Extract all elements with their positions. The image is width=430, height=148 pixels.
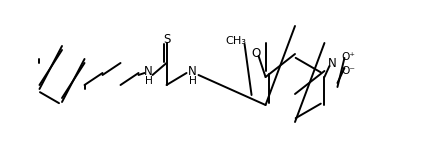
Text: N: N	[144, 65, 153, 78]
Text: N: N	[327, 57, 336, 70]
Text: O⁺: O⁺	[341, 52, 355, 62]
Text: O: O	[250, 46, 260, 59]
Text: CH₃: CH₃	[224, 36, 246, 46]
Text: H: H	[188, 76, 196, 86]
Text: S: S	[163, 33, 170, 45]
Text: H: H	[144, 76, 152, 86]
Text: N: N	[188, 65, 197, 78]
Text: O⁻: O⁻	[341, 66, 355, 76]
